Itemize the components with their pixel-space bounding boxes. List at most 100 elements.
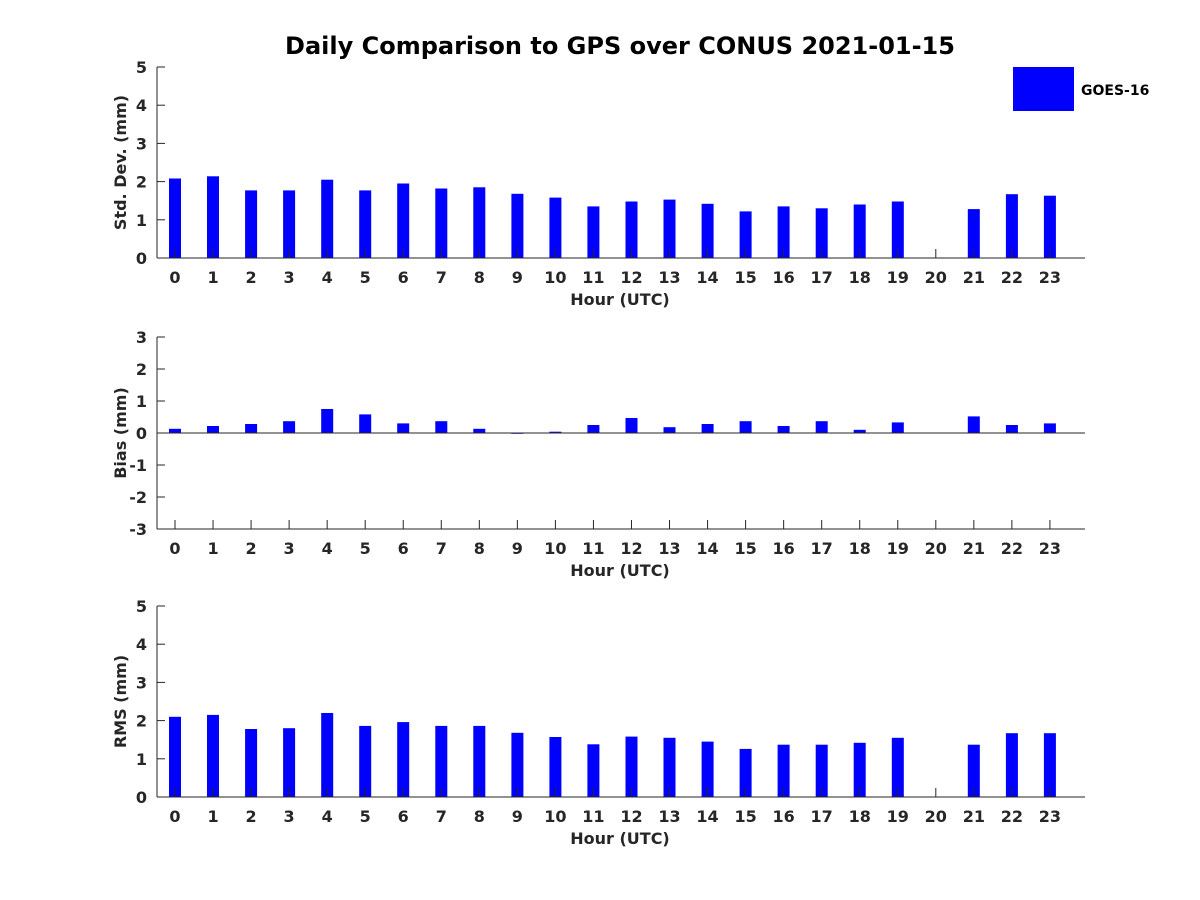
bar (1043, 423, 1056, 433)
bar (245, 729, 258, 797)
bar (587, 425, 600, 433)
y-tick-label: -1 (129, 456, 147, 475)
x-tick-label: 19 (887, 539, 909, 558)
bar (815, 744, 828, 797)
bar (625, 418, 638, 433)
bar (283, 728, 296, 797)
x-tick-label: 0 (169, 539, 180, 558)
bar (245, 424, 258, 433)
legend-label: GOES-16 (1081, 83, 1149, 99)
x-tick-label: 11 (582, 807, 604, 826)
y-tick-label: 5 (136, 597, 147, 616)
bar (663, 427, 676, 433)
bar (1043, 733, 1056, 797)
bar (283, 421, 296, 433)
bar (815, 421, 828, 433)
bar (853, 204, 866, 258)
bar (891, 737, 904, 797)
x-tick-label: 16 (773, 807, 795, 826)
bar (853, 742, 866, 797)
x-tick-label: 17 (811, 539, 833, 558)
bar (891, 422, 904, 433)
bar (701, 741, 714, 797)
bar (1005, 733, 1018, 797)
y-tick-label: 4 (136, 96, 147, 115)
x-tick-label: 10 (544, 807, 566, 826)
bar (435, 421, 448, 433)
x-tick-label: 17 (811, 268, 833, 287)
y-tick-label: 2 (136, 173, 147, 192)
bar (473, 428, 486, 433)
x-tick-label: 12 (620, 268, 642, 287)
bar (207, 176, 219, 258)
bar (625, 201, 638, 258)
bar (397, 423, 410, 433)
bar (169, 716, 181, 797)
bar (435, 725, 448, 797)
x-tick-label: 2 (246, 268, 257, 287)
x-tick-label: 20 (925, 539, 947, 558)
bar (739, 748, 752, 797)
x-tick-label: 6 (398, 268, 409, 287)
x-tick-label: 6 (398, 807, 409, 826)
bar (397, 183, 410, 258)
bar (1043, 195, 1056, 258)
bar (169, 178, 181, 258)
x-tick-label: 18 (849, 807, 871, 826)
x-tick-label: 8 (474, 268, 485, 287)
x-tick-label: 5 (360, 807, 371, 826)
y-tick-label: 2 (136, 712, 147, 731)
y-tick-label: 3 (136, 328, 147, 347)
bar (777, 744, 790, 797)
x-tick-label: 3 (284, 268, 295, 287)
bar (891, 201, 904, 258)
x-tick-label: 12 (620, 539, 642, 558)
y-axis-label: RMS (mm) (111, 655, 130, 748)
x-tick-label: 16 (773, 268, 795, 287)
bar (359, 414, 372, 433)
x-tick-label: 1 (207, 807, 218, 826)
x-tick-label: 15 (734, 268, 756, 287)
bar (283, 190, 296, 258)
bar (321, 409, 334, 433)
x-tick-label: 22 (1001, 539, 1023, 558)
bar (967, 416, 980, 433)
x-tick-label: 11 (582, 539, 604, 558)
y-tick-label: 3 (136, 134, 147, 153)
y-tick-label: -2 (129, 488, 147, 507)
y-tick-label: 5 (136, 58, 147, 77)
x-tick-label: 3 (284, 539, 295, 558)
y-tick-label: -3 (129, 520, 147, 539)
x-tick-label: 10 (544, 539, 566, 558)
x-tick-label: 13 (658, 268, 680, 287)
bar (207, 426, 219, 433)
bar (549, 737, 562, 797)
x-tick-label: 1 (207, 539, 218, 558)
bar (777, 426, 790, 433)
x-tick-label: 2 (246, 539, 257, 558)
x-tick-label: 21 (963, 539, 985, 558)
x-tick-label: 14 (696, 539, 718, 558)
x-tick-label: 10 (544, 268, 566, 287)
x-axis-label: Hour (UTC) (570, 561, 670, 580)
y-tick-label: 0 (136, 788, 147, 807)
x-tick-label: 19 (887, 807, 909, 826)
x-tick-label: 9 (512, 268, 523, 287)
bar (321, 179, 334, 258)
x-tick-label: 19 (887, 268, 909, 287)
x-tick-label: 17 (811, 807, 833, 826)
x-tick-label: 23 (1039, 268, 1061, 287)
x-tick-label: 0 (169, 268, 180, 287)
x-tick-label: 9 (512, 539, 523, 558)
x-tick-label: 23 (1039, 807, 1061, 826)
bar (435, 188, 448, 258)
bar (587, 744, 600, 797)
x-tick-label: 11 (582, 268, 604, 287)
bar (1005, 194, 1018, 258)
legend-swatch-goes16 (1013, 67, 1074, 111)
x-tick-label: 4 (322, 539, 333, 558)
x-tick-label: 14 (696, 268, 718, 287)
